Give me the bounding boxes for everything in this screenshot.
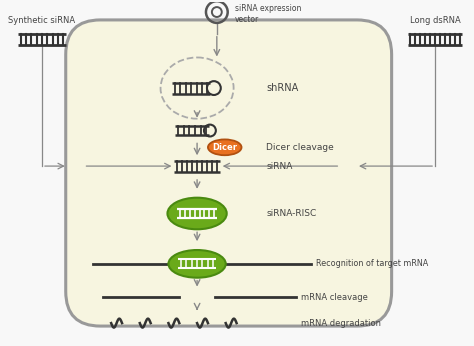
Ellipse shape (167, 198, 227, 229)
Text: Long dsRNA: Long dsRNA (410, 16, 460, 25)
Text: Recognition of target mRNA: Recognition of target mRNA (316, 260, 428, 268)
Text: Dicer cleavage: Dicer cleavage (266, 143, 334, 152)
Text: shRNA: shRNA (266, 83, 299, 93)
Text: siRNA: siRNA (266, 162, 292, 171)
Text: mRNA degradation: mRNA degradation (301, 319, 381, 328)
FancyBboxPatch shape (66, 20, 392, 326)
Ellipse shape (168, 250, 226, 278)
Text: Synthetic siRNA: Synthetic siRNA (9, 16, 75, 25)
Ellipse shape (208, 139, 242, 155)
Text: siRNA expression
vector: siRNA expression vector (235, 4, 301, 24)
Text: mRNA cleavage: mRNA cleavage (301, 293, 368, 302)
Text: Dicer: Dicer (212, 143, 237, 152)
Text: siRNA-RISC: siRNA-RISC (266, 209, 317, 218)
